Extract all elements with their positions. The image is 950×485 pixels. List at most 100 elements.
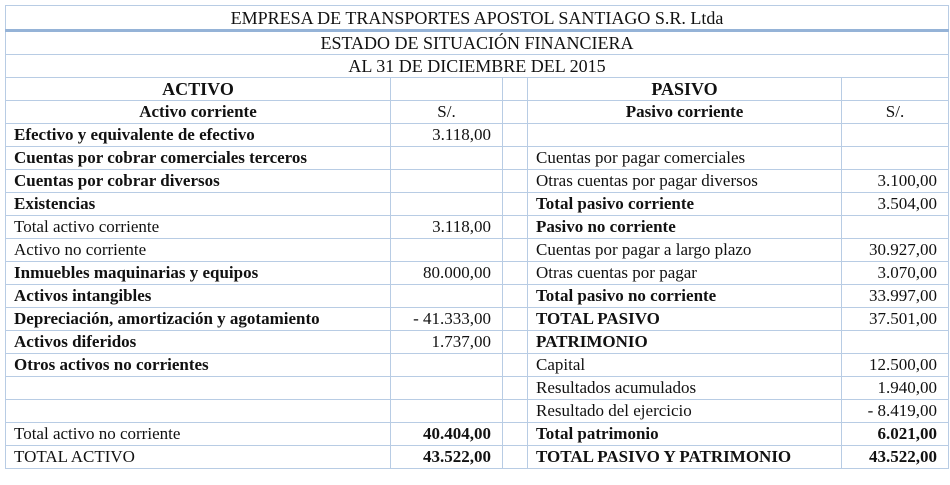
activo-label [5, 376, 391, 400]
activo-label: Activos intangibles [5, 284, 391, 308]
activo-label: Depreciación, amortización y agotamiento [5, 307, 391, 331]
activo-value [390, 284, 503, 308]
spacer-cell [502, 422, 528, 446]
pasivo-label: Total patrimonio [527, 422, 842, 446]
empty-cell [841, 77, 949, 101]
pasivo-value [841, 215, 949, 239]
activo-label: Total activo no corriente [5, 422, 391, 446]
spacer-cell [502, 445, 528, 469]
title-row: EMPRESA DE TRANSPORTES APOSTOL SANTIAGO … [5, 5, 949, 32]
table-row: Activos intangibles Total pasivo no corri… [5, 284, 949, 308]
spacer-cell [502, 261, 528, 285]
table-row: Resultado del ejercicio - 8.419,00 [5, 399, 949, 423]
pasivo-label: Total pasivo corriente [527, 192, 842, 216]
table-row: Total activo corriente 3.118,00 Pasivo no … [5, 215, 949, 239]
date-row: AL 31 DE DICIEMBRE DEL 2015 [5, 54, 949, 78]
activo-value [390, 238, 503, 262]
spacer-cell [502, 353, 528, 377]
activo-title: ACTIVO [5, 77, 391, 101]
activo-label: Otros activos no corrientes [5, 353, 391, 377]
pasivo-corriente-header: Pasivo corriente [527, 100, 842, 124]
pasivo-value: 1.940,00 [841, 376, 949, 400]
activo-label: Inmuebles maquinarias y equipos [5, 261, 391, 285]
pasivo-label: TOTAL PASIVO Y PATRIMONIO [527, 445, 842, 469]
activo-label: TOTAL ACTIVO [5, 445, 391, 469]
table-row: Depreciación, amortización y agotamiento… [5, 307, 949, 331]
spacer-cell [502, 284, 528, 308]
pasivo-label: Otras cuentas por pagar diversos [527, 169, 842, 193]
pasivo-value: 6.021,00 [841, 422, 949, 446]
table-row: Cuentas por cobrar comerciales terceros C… [5, 146, 949, 170]
company-name: EMPRESA DE TRANSPORTES APOSTOL SANTIAGO … [5, 5, 949, 32]
pasivo-value: 3.100,00 [841, 169, 949, 193]
spacer-cell [502, 100, 528, 124]
pasivo-label: Total pasivo no corriente [527, 284, 842, 308]
activo-value [390, 376, 503, 400]
pasivo-label: Cuentas por pagar a largo plazo [527, 238, 842, 262]
table-row: Cuentas por cobrar diversos Otras cuentas… [5, 169, 949, 193]
spacer-cell [502, 146, 528, 170]
statement-title: ESTADO DE SITUACIÓN FINANCIERA [5, 30, 949, 55]
pasivo-label: Otras cuentas por pagar [527, 261, 842, 285]
spacer-cell [502, 215, 528, 239]
activo-value: - 41.333,00 [390, 307, 503, 331]
spacer-cell [502, 123, 528, 147]
activo-value: 80.000,00 [390, 261, 503, 285]
spacer-cell [502, 169, 528, 193]
pasivo-value [841, 330, 949, 354]
activo-value [390, 399, 503, 423]
activo-label: Cuentas por cobrar diversos [5, 169, 391, 193]
activo-label: Cuentas por cobrar comerciales terceros [5, 146, 391, 170]
table-row: Activos diferidos 1.737,00 PATRIMONIO [5, 330, 949, 354]
activo-label: Existencias [5, 192, 391, 216]
pasivo-label: TOTAL PASIVO [527, 307, 842, 331]
activo-label: Efectivo y equivalente de efectivo [5, 123, 391, 147]
spacer-cell [502, 330, 528, 354]
table-row: Existencias Total pasivo corriente 3.504,0… [5, 192, 949, 216]
spacer-cell [502, 238, 528, 262]
activo-value: 1.737,00 [390, 330, 503, 354]
pasivo-value [841, 123, 949, 147]
activo-value [390, 146, 503, 170]
pasivo-value: 33.997,00 [841, 284, 949, 308]
activo-value [390, 353, 503, 377]
activo-currency: S/. [390, 100, 503, 124]
spacer-cell [502, 307, 528, 331]
spacer-cell [502, 399, 528, 423]
activo-value: 3.118,00 [390, 123, 503, 147]
pasivo-value: 30.927,00 [841, 238, 949, 262]
section-header-row: ACTIVO PASIVO [5, 77, 949, 101]
pasivo-label: Resultado del ejercicio [527, 399, 842, 423]
table-row: TOTAL ACTIVO 43.522,00 TOTAL PASIVO Y PATR… [5, 445, 949, 469]
statement-row: ESTADO DE SITUACIÓN FINANCIERA [5, 30, 949, 55]
spacer-cell [502, 376, 528, 400]
pasivo-label [527, 123, 842, 147]
activo-label: Total activo corriente [5, 215, 391, 239]
pasivo-label: Capital [527, 353, 842, 377]
table-row: Efectivo y equivalente de efectivo 3.118,… [5, 123, 949, 147]
statement-date: AL 31 DE DICIEMBRE DEL 2015 [5, 54, 949, 78]
spacer-cell [502, 192, 528, 216]
spacer-cell [502, 77, 528, 101]
activo-value: 3.118,00 [390, 215, 503, 239]
activo-corriente-header: Activo corriente [5, 100, 391, 124]
table-row: Otros activos no corrientes Capital 12.500… [5, 353, 949, 377]
table-row: Inmuebles maquinarias y equipos 80.000,00… [5, 261, 949, 285]
activo-value: 40.404,00 [390, 422, 503, 446]
pasivo-title: PASIVO [527, 77, 842, 101]
activo-label: Activo no corriente [5, 238, 391, 262]
pasivo-value: 12.500,00 [841, 353, 949, 377]
pasivo-value: 3.504,00 [841, 192, 949, 216]
pasivo-label: Resultados acumulados [527, 376, 842, 400]
table-row: Total activo no corriente 40.404,00 Total … [5, 422, 949, 446]
activo-value [390, 192, 503, 216]
activo-value [390, 169, 503, 193]
activo-value: 43.522,00 [390, 445, 503, 469]
pasivo-value: 3.070,00 [841, 261, 949, 285]
pasivo-label: PATRIMONIO [527, 330, 842, 354]
balance-sheet: EMPRESA DE TRANSPORTES APOSTOL SANTIAGO … [5, 5, 949, 469]
pasivo-label: Pasivo no corriente [527, 215, 842, 239]
activo-label: Activos diferidos [5, 330, 391, 354]
empty-cell [390, 77, 503, 101]
pasivo-value: - 8.419,00 [841, 399, 949, 423]
